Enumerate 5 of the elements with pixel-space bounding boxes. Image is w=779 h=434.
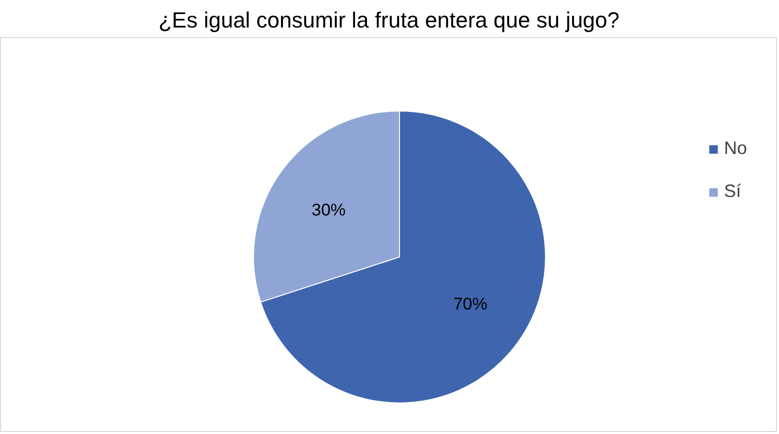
legend-label: Sí	[724, 181, 742, 202]
data-label: 30%	[312, 200, 346, 220]
legend-label: No	[724, 138, 748, 159]
data-label: 70%	[453, 294, 488, 314]
chart-title: ¿Es igual consumir la fruta entera que su jugo?	[158, 8, 620, 32]
